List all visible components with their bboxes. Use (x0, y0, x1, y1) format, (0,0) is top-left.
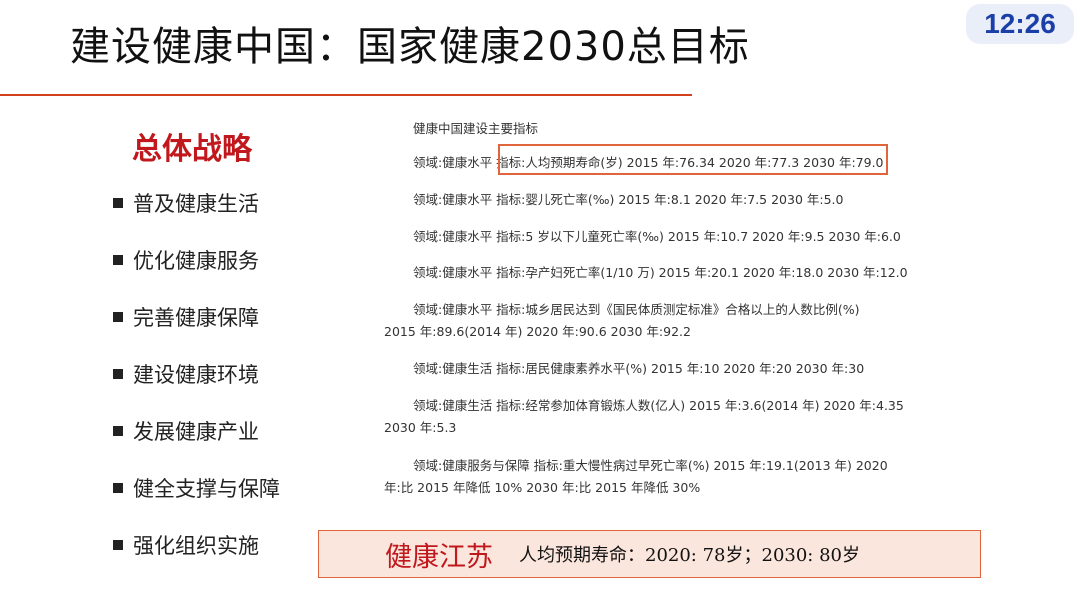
indicator-row-line: 领域:健康水平 指标:人均预期寿命(岁) 2015 年:76.34 2020 年… (413, 155, 884, 170)
indicator-row-line: 领域:健康水平 指标:孕产妇死亡率(1/10 万) 2015 年:20.1 20… (413, 265, 908, 280)
strategy-item: 发展健康产业 (113, 416, 280, 473)
strategy-item: 健全支撑与保障 (113, 473, 280, 530)
strategy-item: 强化组织实施 (113, 530, 280, 587)
title-divider (0, 94, 692, 96)
highlight-box (498, 144, 888, 175)
square-bullet-icon (113, 540, 123, 550)
strategy-item: 普及健康生活 (113, 188, 280, 245)
indicator-row-line: 领域:健康生活 指标:经常参加体育锻炼人数(亿人) 2015 年:3.6(201… (413, 398, 904, 413)
jiangsu-callout: 健康江苏 人均预期寿命：2020: 78岁；2030: 80岁 (318, 530, 981, 578)
square-bullet-icon (113, 198, 123, 208)
strategy-item: 完善健康保障 (113, 302, 280, 359)
strategy-item: 建设健康环境 (113, 359, 280, 416)
indicator-row-line: 领域:健康水平 指标:婴儿死亡率(‰) 2015 年:8.1 2020 年:7.… (413, 192, 844, 207)
clock-badge: 12:26 (966, 4, 1074, 44)
strategy-heading: 总体战略 (132, 132, 252, 167)
square-bullet-icon (113, 255, 123, 265)
jiangsu-title: 健康江苏 (385, 541, 493, 573)
strategy-item: 优化健康服务 (113, 245, 280, 302)
indicator-row-line: 领域:健康水平 指标:5 岁以下儿童死亡率(‰) 2015 年:10.7 202… (413, 229, 901, 244)
indicator-row-continuation: 2015 年:89.6(2014 年) 2020 年:90.6 2030 年:9… (384, 324, 691, 339)
strategy-list: 普及健康生活 优化健康服务 完善健康保障 建设健康环境 发展健康产业 健全支撑与… (113, 188, 280, 587)
square-bullet-icon (113, 369, 123, 379)
slide-title: 建设健康中国：国家健康2030总目标 (70, 24, 750, 70)
jiangsu-life-expectancy: 人均预期寿命：2020: 78岁；2030: 80岁 (519, 545, 860, 566)
indicator-row-continuation: 年:比 2015 年降低 10% 2030 年:比 2015 年降低 30% (384, 480, 701, 495)
indicator-row-line: 领域:健康服务与保障 指标:重大慢性病过早死亡率(%) 2015 年:19.1(… (413, 458, 888, 473)
square-bullet-icon (113, 483, 123, 493)
square-bullet-icon (113, 426, 123, 436)
indicators-title: 健康中国建设主要指标 (413, 121, 539, 136)
indicator-row-line: 领域:健康生活 指标:居民健康素养水平(%) 2015 年:10 2020 年:… (413, 361, 865, 376)
indicator-row-continuation: 2030 年:5.3 (384, 420, 457, 435)
square-bullet-icon (113, 312, 123, 322)
indicator-row-line: 领域:健康水平 指标:城乡居民达到《国民体质测定标准》合格以上的人数比例(%) (413, 302, 860, 317)
